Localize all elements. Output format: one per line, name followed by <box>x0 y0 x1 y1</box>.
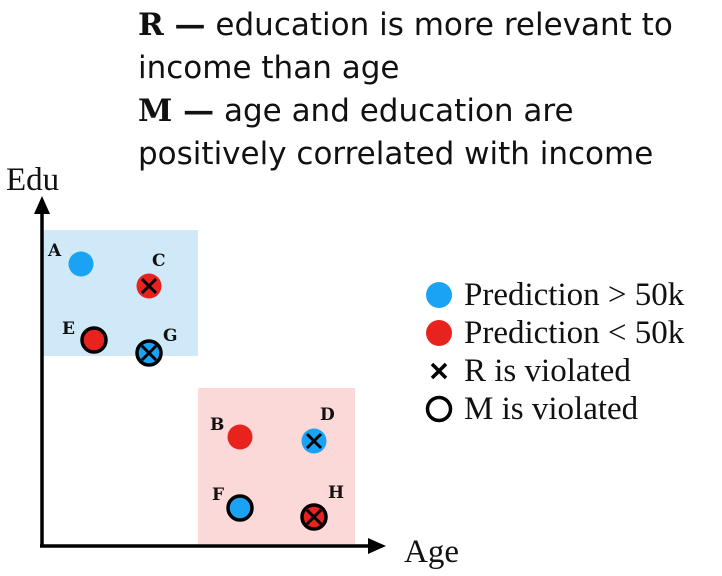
point-b-dot <box>227 424 253 450</box>
point-g-label: G <box>163 326 178 346</box>
point-c-cross <box>140 277 158 295</box>
point-e-label: E <box>62 319 75 339</box>
point-d: D <box>301 405 335 454</box>
point-b-label: B <box>210 415 224 435</box>
y-axis-label: Edu <box>6 162 59 198</box>
x-axis-arrowhead <box>368 538 386 554</box>
point-d-cross <box>305 432 323 450</box>
blue-dot-icon <box>426 282 452 308</box>
point-e-dot <box>80 326 108 354</box>
point-a: A <box>47 241 94 277</box>
ring-icon <box>425 395 453 423</box>
point-g: G <box>135 326 178 367</box>
point-h: H <box>300 483 344 531</box>
red-dot-icon <box>426 320 452 346</box>
legend: Prediction > 50k Prediction < 50k R is v… <box>424 276 684 428</box>
caption: R — education is more relevant to income… <box>138 4 718 176</box>
caption-line-1: R — education is more relevant to <box>138 7 673 43</box>
point-a-dot <box>68 251 94 277</box>
point-b: B <box>210 415 253 450</box>
point-h-label: H <box>328 483 344 503</box>
point-c-label: C <box>152 251 166 271</box>
legend-text-ring: M is violated <box>464 390 639 427</box>
region-low-edu-high-age <box>198 388 355 544</box>
point-a-label: A <box>47 241 62 261</box>
caption-line-2: income than age <box>138 50 400 86</box>
point-g-cross <box>140 344 158 362</box>
point-c: C <box>136 251 166 299</box>
legend-text-cross: R is violated <box>464 352 631 389</box>
cross-icon <box>430 362 448 380</box>
y-axis-arrowhead <box>34 196 50 214</box>
legend-text-blue: Prediction > 50k <box>464 276 685 313</box>
point-f-dot <box>226 494 254 522</box>
legend-item-ring: M is violated <box>424 390 684 428</box>
region-high-edu-low-age <box>42 230 198 356</box>
legend-text-red: Prediction < 50k <box>464 314 685 351</box>
x-axis-label: Age <box>404 534 459 570</box>
point-h-cross <box>305 508 323 526</box>
legend-item-blue: Prediction > 50k <box>424 276 684 314</box>
legend-item-red: Prediction < 50k <box>424 314 684 352</box>
caption-line-4: positively correlated with income <box>138 136 654 172</box>
caption-line-3: M — age and education are <box>138 93 574 129</box>
point-f: F <box>212 485 254 522</box>
legend-item-cross: R is violated <box>424 352 684 390</box>
point-e: E <box>62 319 108 354</box>
points-group: A C E G B D F H <box>47 241 344 531</box>
point-f-label: F <box>212 485 224 505</box>
point-d-label: D <box>320 405 335 425</box>
